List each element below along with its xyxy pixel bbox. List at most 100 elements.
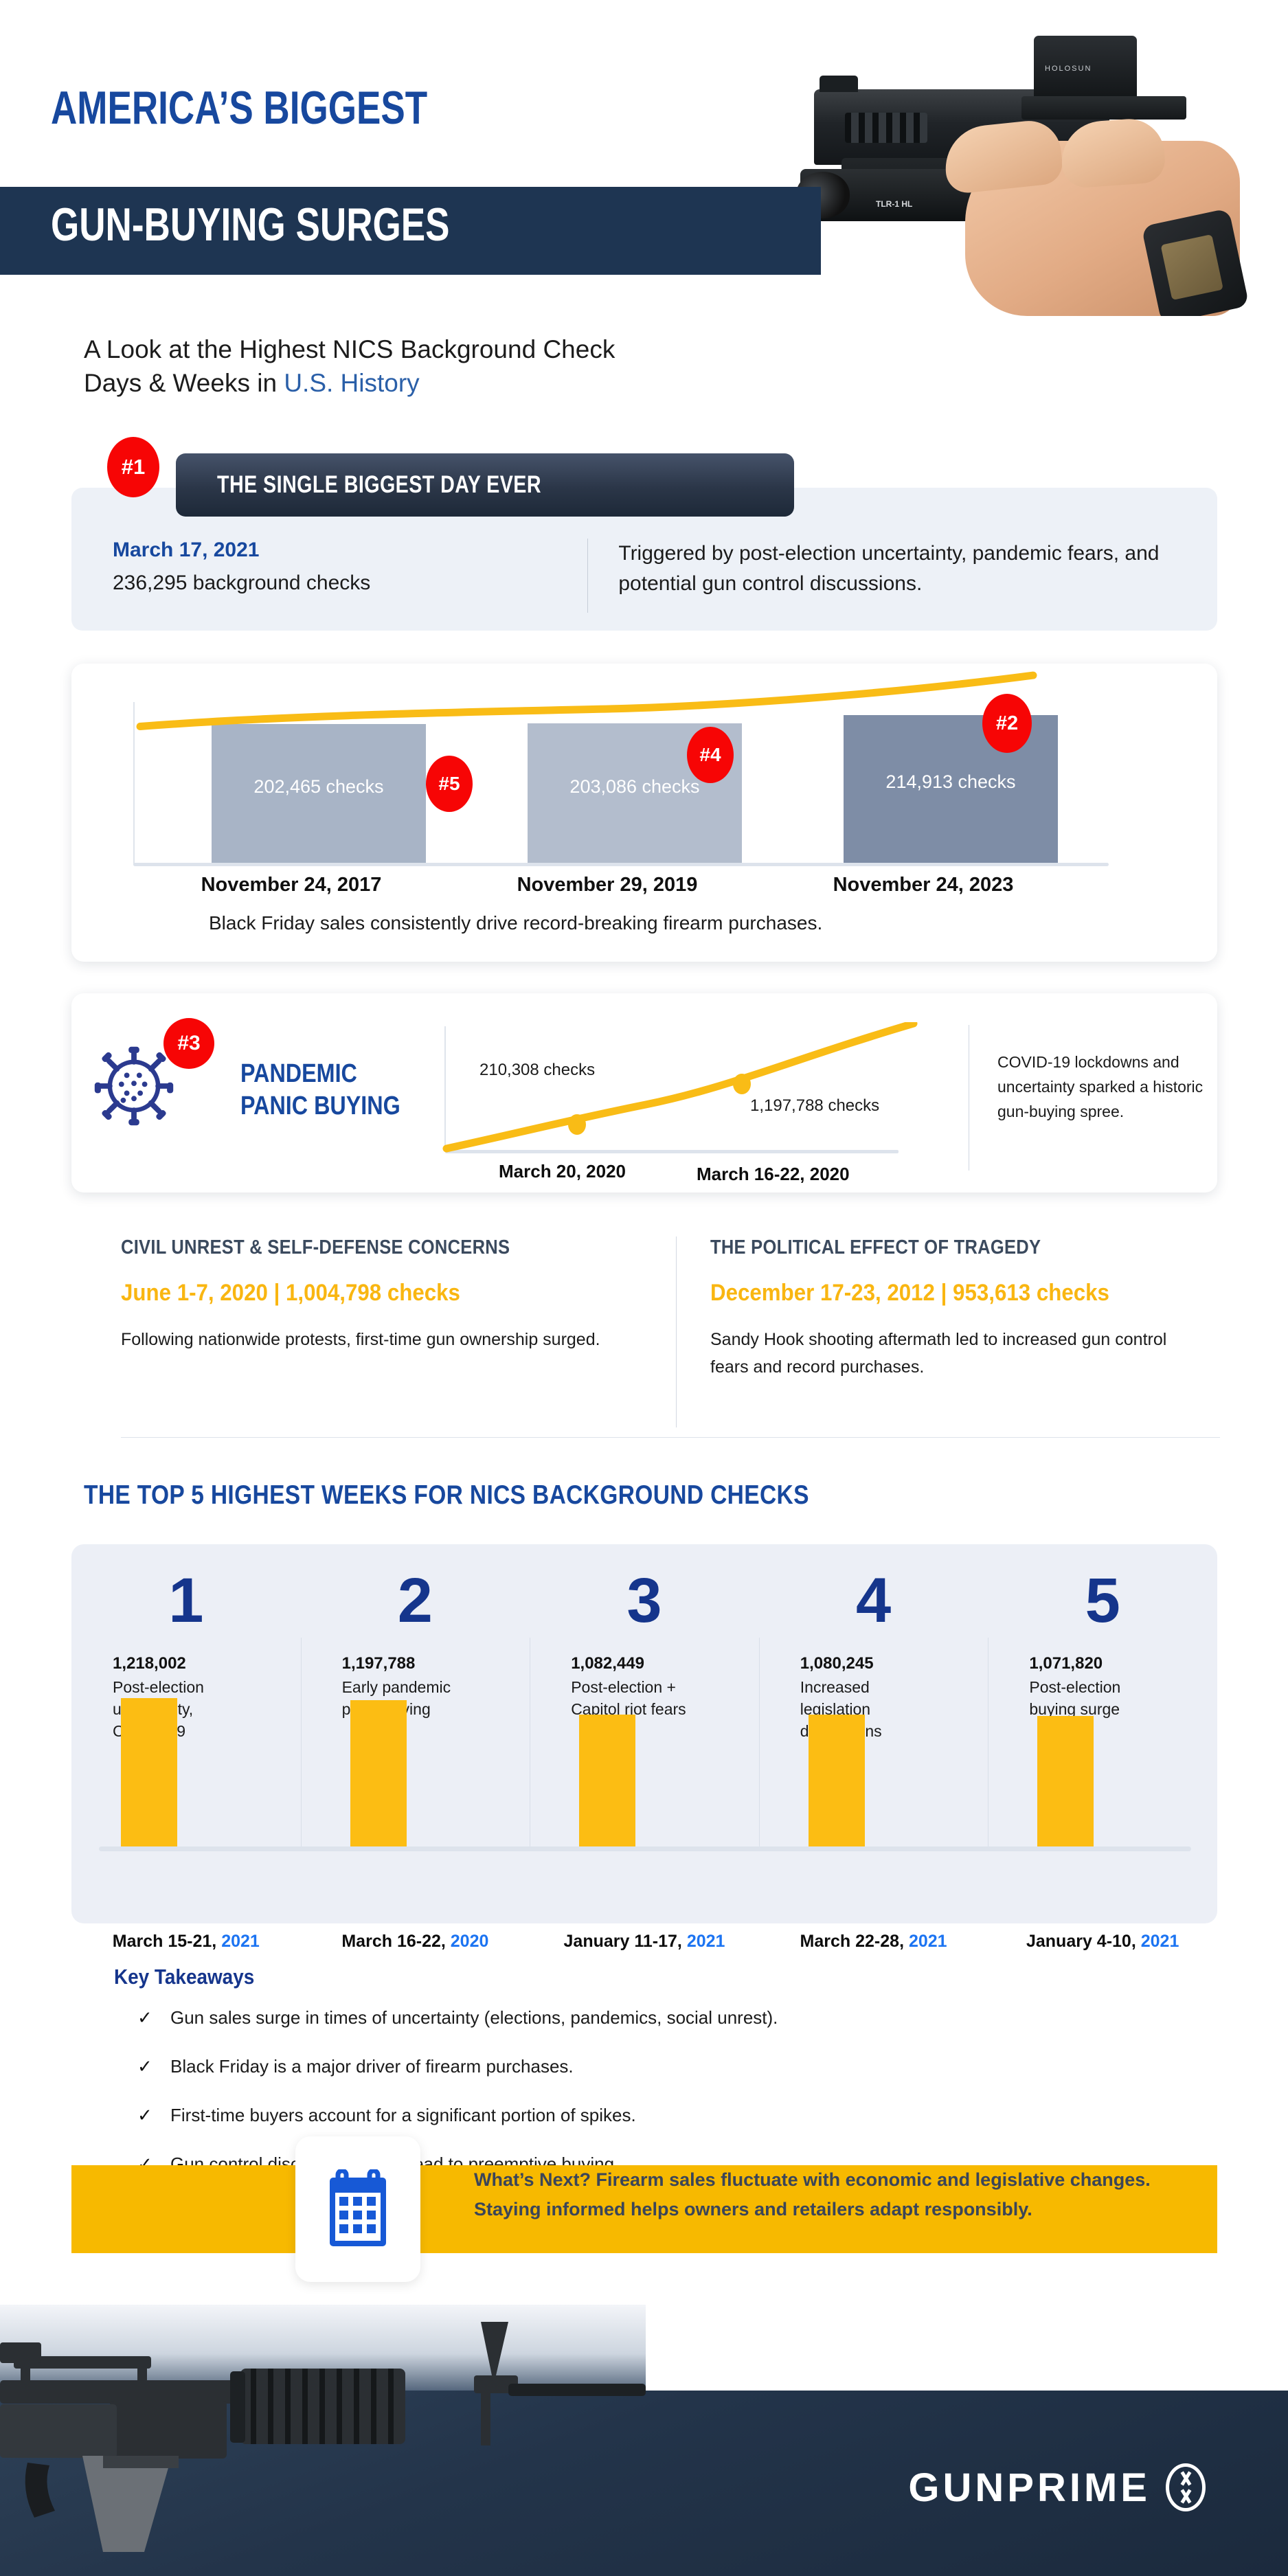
page-subtitle: A Look at the Highest NICS Background Ch… (84, 332, 771, 400)
top5-rank: 5 (1085, 1566, 1120, 1636)
check-icon: ✓ (137, 2056, 152, 2077)
key-takeaway-text: First-time buyers account for a signific… (170, 2105, 636, 2125)
black-friday-x-labels: November 24, 2017 November 29, 2019 Novemb… (133, 874, 1109, 896)
civil-unrest-description: Following nationwide protests, first-tim… (121, 1330, 600, 1349)
top5-column-5: 5 1,071,820 Post-election buying surge (988, 1544, 1217, 1923)
pandemic-description: COVID-19 lockdowns and uncertainty spark… (997, 1053, 1204, 1120)
pandemic-heading: PANDEMIC PANIC BUYING (240, 1058, 400, 1122)
top5-date-label: March 15-21, 2021 (112, 1932, 260, 1951)
page-title-line1: AMERICA’S BIGGEST (51, 82, 428, 134)
column-political-effect: THE POLITICAL EFFECT OF TRAGEDY December… (710, 1236, 1205, 1381)
pistol-photo (738, 0, 1288, 316)
bar-1: 202,465 checks (211, 723, 427, 863)
pandemic-line-chart (442, 1022, 918, 1153)
biggest-day-checks: 236,295 background checks (113, 572, 371, 594)
horizontal-rule (121, 1437, 1220, 1438)
key-takeaways-title: Key Takeaways (114, 1965, 255, 1989)
key-takeaway-item: ✓ First-time buyers account for a signifi… (137, 2105, 1133, 2126)
top5-bar (350, 1700, 407, 1846)
column-divider (676, 1236, 677, 1427)
top5-date-label: March 16-22, 2020 (341, 1932, 489, 1951)
page-title-line2: GUN-BUYING SURGES (51, 199, 450, 251)
top5-bar (121, 1697, 177, 1846)
bar-x-label: November 29, 2019 (517, 874, 698, 896)
top5-bar (579, 1714, 636, 1846)
top5-date-label: January 4-10, 2021 (1026, 1932, 1179, 1951)
top5-date-labels: March 15-21, 2021 March 16-22, 2020 Januar… (71, 1932, 1217, 1952)
top5-date-label: January 11-17, 2021 (563, 1932, 725, 1951)
pandemic-heading-line1: PANDEMIC (240, 1059, 357, 1088)
rank-badge-5: #5 (426, 756, 473, 812)
top5-value: 1,197,788 (341, 1654, 416, 1673)
top5-date-label: March 22-28, 2021 (800, 1932, 947, 1951)
hero-section: AMERICA’S BIGGEST GUN-BUYING SURGES A Lo… (0, 0, 1288, 397)
pandemic-card (71, 993, 1217, 1193)
biggest-day-description: Triggered by post-election uncertainty, … (618, 542, 1160, 595)
top5-description: Post-election buying surge (1029, 1678, 1121, 1718)
political-effect-description: Sandy Hook shooting aftermath led to inc… (710, 1330, 1167, 1377)
rank-badge-2: #2 (982, 694, 1032, 753)
rifle-icon (0, 2322, 646, 2552)
key-takeaway-text: Gun sales surge in times of uncertainty … (170, 2007, 778, 2028)
whats-next-banner (71, 2165, 1217, 2253)
key-takeaway-item: ✓ Gun sales surge in times of uncertainty… (137, 2007, 1133, 2029)
rank-badge-1: #1 (107, 437, 159, 497)
subtitle-plain: Days & Weeks in (84, 369, 284, 397)
civil-unrest-stat: June 1-7, 2020 | 1,004,798 checks (121, 1280, 460, 1306)
title-bar (0, 187, 821, 275)
bar-x-label: November 24, 2017 (201, 874, 382, 896)
biggest-day-banner: THE SINGLE BIGGEST DAY EVER (176, 453, 794, 517)
pandemic-point-label-1: 210,308 checks (479, 1061, 596, 1079)
top5-baseline (99, 1846, 1191, 1851)
top5-rank: 2 (397, 1566, 433, 1636)
key-takeaways-list: ✓ Gun sales surge in times of uncertainty… (137, 2007, 1133, 2202)
subtitle-line-2: Days & Weeks in U.S. History (84, 366, 771, 400)
top5-column-3: 3 1,082,449 Post-election + Capitol riot f… (530, 1544, 759, 1923)
black-friday-card: 202,465 checks 203,086 checks 214,913 chec… (71, 664, 1217, 962)
pandemic-x-label-2: March 16-22, 2020 (697, 1164, 850, 1184)
brand-name: GUNPRIME (908, 2465, 1151, 2510)
top5-value: 1,218,002 (113, 1654, 186, 1673)
chart-y-axis (133, 702, 135, 864)
top5-bar (1037, 1715, 1094, 1846)
two-column-section: CIVIL UNREST & SELF-DEFENSE CONCERNS Jun… (71, 1236, 1219, 1427)
top5-heading: THE TOP 5 HIGHEST WEEKS FOR NICS BACKGRO… (84, 1480, 809, 1510)
check-icon: ✓ (137, 2105, 152, 2125)
key-takeaway-item: ✓ Black Friday is a major driver of firea… (137, 2056, 1133, 2077)
subtitle-accent: U.S. History (284, 369, 420, 397)
column-civil-unrest: CIVIL UNREST & SELF-DEFENSE CONCERNS Jun… (121, 1236, 615, 1353)
biggest-day-left: March 17, 2021 236,295 background checks (113, 539, 557, 613)
red-dot-optic-icon (1034, 36, 1137, 104)
pandemic-x-label-1: March 20, 2020 (499, 1161, 626, 1182)
crosshair-logo-icon (1166, 2463, 1206, 2511)
subtitle-line-1: A Look at the Highest NICS Background Ch… (84, 335, 615, 363)
pandemic-point-label-2: 1,197,788 checks (750, 1096, 880, 1115)
top5-rank: 4 (855, 1566, 892, 1636)
political-effect-heading: THE POLITICAL EFFECT OF TRAGEDY (710, 1236, 1041, 1258)
key-takeaway-text: Black Friday is a major driver of firear… (170, 2056, 574, 2077)
bar-x-label: November 24, 2023 (833, 874, 1014, 896)
top5-description: Post-election + Capitol riot fears (571, 1678, 686, 1718)
check-icon: ✓ (137, 2007, 152, 2028)
bar-value-label: 202,465 checks (253, 776, 384, 798)
brand-logo: GUNPRIME (908, 2463, 1206, 2511)
pistol-rail-icon (1021, 96, 1186, 120)
bar-value-label: 214,913 checks (885, 771, 1016, 792)
calendar-icon-card (295, 2136, 420, 2282)
top5-value: 1,082,449 (571, 1654, 644, 1673)
vertical-divider (587, 539, 589, 613)
pistol-rear-sight-icon (820, 76, 858, 92)
top5-rank: 1 (168, 1566, 204, 1636)
top5-rank: 3 (626, 1566, 662, 1636)
whats-next-text: What’s Next? Firearm sales fluctuate wit… (474, 2169, 1151, 2219)
pandemic-heading-line2: PANIC BUYING (240, 1092, 400, 1120)
top5-bar (808, 1715, 865, 1846)
top5-value: 1,071,820 (1029, 1654, 1103, 1673)
coronavirus-icon (94, 1046, 174, 1126)
bar-value-label: 203,086 checks (569, 776, 700, 798)
